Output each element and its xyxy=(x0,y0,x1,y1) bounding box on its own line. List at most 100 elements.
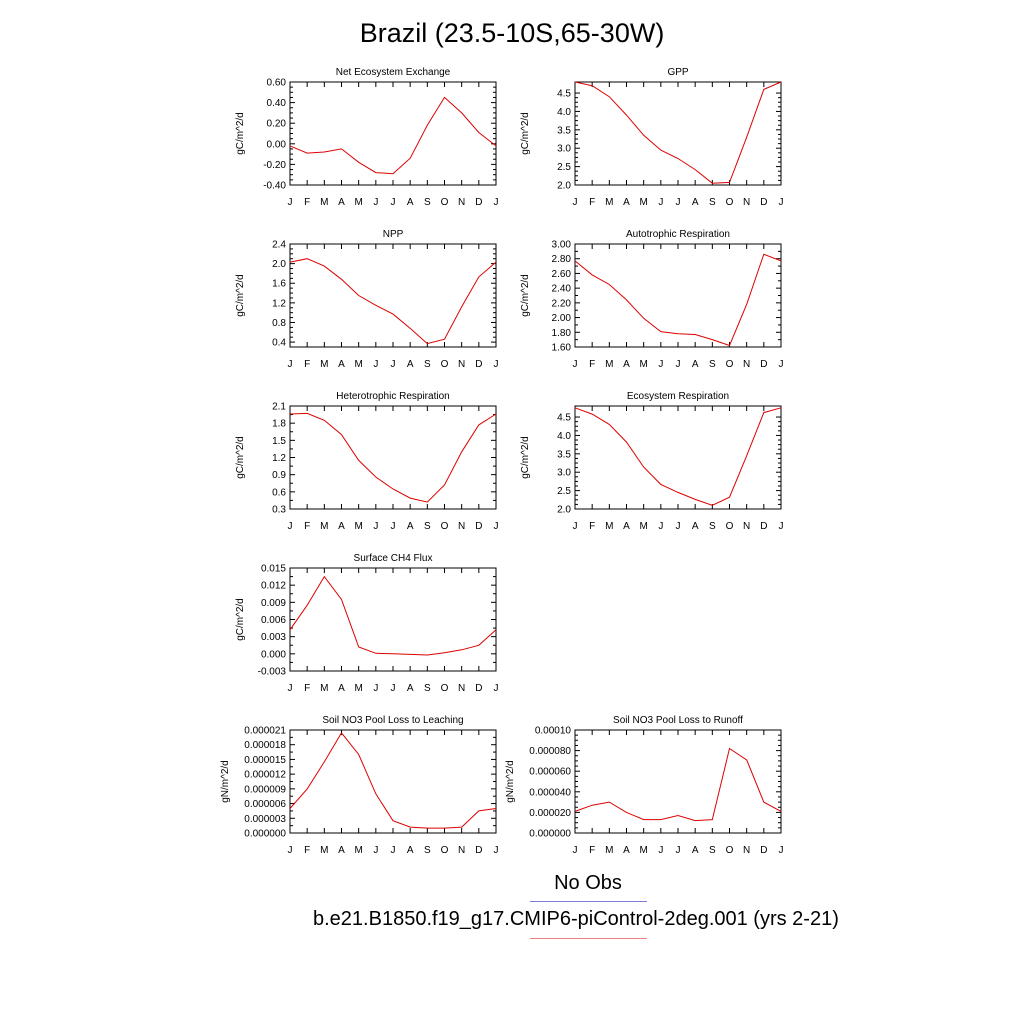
x-tick-label: J xyxy=(288,845,293,856)
y-tick-label: 2.0 xyxy=(557,505,571,516)
y-tick-label: 0.012 xyxy=(261,581,286,592)
x-tick-label: A xyxy=(338,359,345,370)
y-tick-label: 0.000009 xyxy=(244,784,286,795)
y-tick-label: 0.000003 xyxy=(244,814,286,825)
x-tick-label: J xyxy=(494,521,499,532)
x-tick-label: S xyxy=(424,683,431,694)
y-tick-label: 0.000006 xyxy=(244,799,286,810)
x-tick-label: D xyxy=(475,683,482,694)
x-tick-label: J xyxy=(391,683,396,694)
x-tick-label: J xyxy=(288,683,293,694)
y-tick-label: -0.20 xyxy=(263,160,286,171)
y-tick-label: 2.0 xyxy=(272,259,286,270)
y-tick-label: 0.000020 xyxy=(529,808,571,819)
y-tick-label: 0.9 xyxy=(272,470,286,481)
x-tick-label: S xyxy=(709,845,716,856)
plot-frame xyxy=(574,729,782,834)
x-tick-label: D xyxy=(475,845,482,856)
chart-title: Soil NO3 Pool Loss to Runoff xyxy=(613,715,743,726)
x-tick-label: D xyxy=(475,359,482,370)
y-tick-label: 2.00 xyxy=(552,313,572,324)
y-tick-label: 2.60 xyxy=(552,269,572,280)
x-tick-label: J xyxy=(494,845,499,856)
plot-frame xyxy=(574,405,782,510)
x-tick-label: J xyxy=(658,521,663,532)
chart-title: Heterotrophic Respiration xyxy=(336,391,449,402)
x-tick-label: M xyxy=(320,683,328,694)
y-tick-label: 2.1 xyxy=(272,402,286,413)
y-tick-label: 0.006 xyxy=(261,615,286,626)
x-tick-label: N xyxy=(458,359,465,370)
y-tick-label: 0.000021 xyxy=(244,726,286,737)
y-axis-label: gC/m^2/d xyxy=(235,598,246,641)
plot-frame xyxy=(289,729,497,834)
series-line xyxy=(574,407,782,506)
x-tick-label: D xyxy=(475,197,482,208)
x-tick-label: J xyxy=(373,521,378,532)
x-tick-label: M xyxy=(605,845,613,856)
y-tick-label: 0.000060 xyxy=(529,767,571,778)
y-axis-label: gN/m^2/d xyxy=(505,760,516,803)
x-tick-label: A xyxy=(407,359,414,370)
y-axis-label: gC/m^2/d xyxy=(235,274,246,317)
x-tick-label: J xyxy=(658,359,663,370)
x-tick-label: S xyxy=(709,359,716,370)
x-tick-label: J xyxy=(573,521,578,532)
x-tick-label: A xyxy=(338,683,345,694)
x-tick-label: D xyxy=(760,197,767,208)
y-axis-label: gC/m^2/d xyxy=(520,112,531,155)
y-tick-label: 4.0 xyxy=(557,107,571,118)
y-tick-label: 2.5 xyxy=(557,486,571,497)
y-tick-label: 2.20 xyxy=(552,298,572,309)
y-tick-label: 0.60 xyxy=(267,78,287,89)
x-tick-label: A xyxy=(338,845,345,856)
x-tick-label: A xyxy=(692,197,699,208)
y-axis-label: gC/m^2/d xyxy=(520,274,531,317)
x-tick-label: O xyxy=(726,359,734,370)
y-axis-label: gC/m^2/d xyxy=(520,436,531,479)
x-tick-label: M xyxy=(354,197,362,208)
x-tick-label: J xyxy=(658,845,663,856)
x-tick-label: N xyxy=(458,197,465,208)
x-tick-label: J xyxy=(676,521,681,532)
y-tick-label: 2.40 xyxy=(552,284,572,295)
series-line xyxy=(574,81,782,184)
x-tick-label: M xyxy=(320,521,328,532)
series-line xyxy=(289,258,497,345)
x-tick-label: J xyxy=(676,845,681,856)
series-line xyxy=(574,747,782,822)
x-tick-label: F xyxy=(304,845,310,856)
x-tick-label: M xyxy=(639,197,647,208)
x-tick-label: A xyxy=(338,197,345,208)
x-tick-label: S xyxy=(424,359,431,370)
x-tick-label: S xyxy=(424,845,431,856)
y-tick-label: 2.4 xyxy=(272,240,286,251)
x-tick-label: O xyxy=(441,683,449,694)
x-tick-label: J xyxy=(573,197,578,208)
y-tick-label: 0.003 xyxy=(261,632,286,643)
x-tick-label: F xyxy=(304,197,310,208)
x-tick-label: M xyxy=(354,683,362,694)
y-tick-label: 0.000040 xyxy=(529,787,571,798)
y-tick-label: -0.003 xyxy=(258,667,287,678)
y-tick-label: 3.5 xyxy=(557,449,571,460)
chart-title: GPP xyxy=(667,67,688,78)
chart-title: NPP xyxy=(383,229,404,240)
x-tick-label: M xyxy=(354,359,362,370)
x-tick-label: O xyxy=(726,845,734,856)
y-tick-label: 2.5 xyxy=(557,162,571,173)
x-tick-label: A xyxy=(623,521,630,532)
y-tick-label: 0.015 xyxy=(261,564,286,575)
x-tick-label: M xyxy=(639,845,647,856)
x-tick-label: J xyxy=(288,521,293,532)
series-line xyxy=(289,412,497,503)
x-tick-label: J xyxy=(373,197,378,208)
series-line xyxy=(289,732,497,829)
x-tick-label: N xyxy=(743,197,750,208)
y-tick-label: 0.3 xyxy=(272,505,286,516)
x-tick-label: M xyxy=(354,521,362,532)
y-tick-label: 4.5 xyxy=(557,413,571,424)
chart-panel: Surface CH4 Flux gC/m^2/d -0.003 0.000 0.003… xyxy=(235,553,499,694)
x-tick-label: D xyxy=(760,359,767,370)
